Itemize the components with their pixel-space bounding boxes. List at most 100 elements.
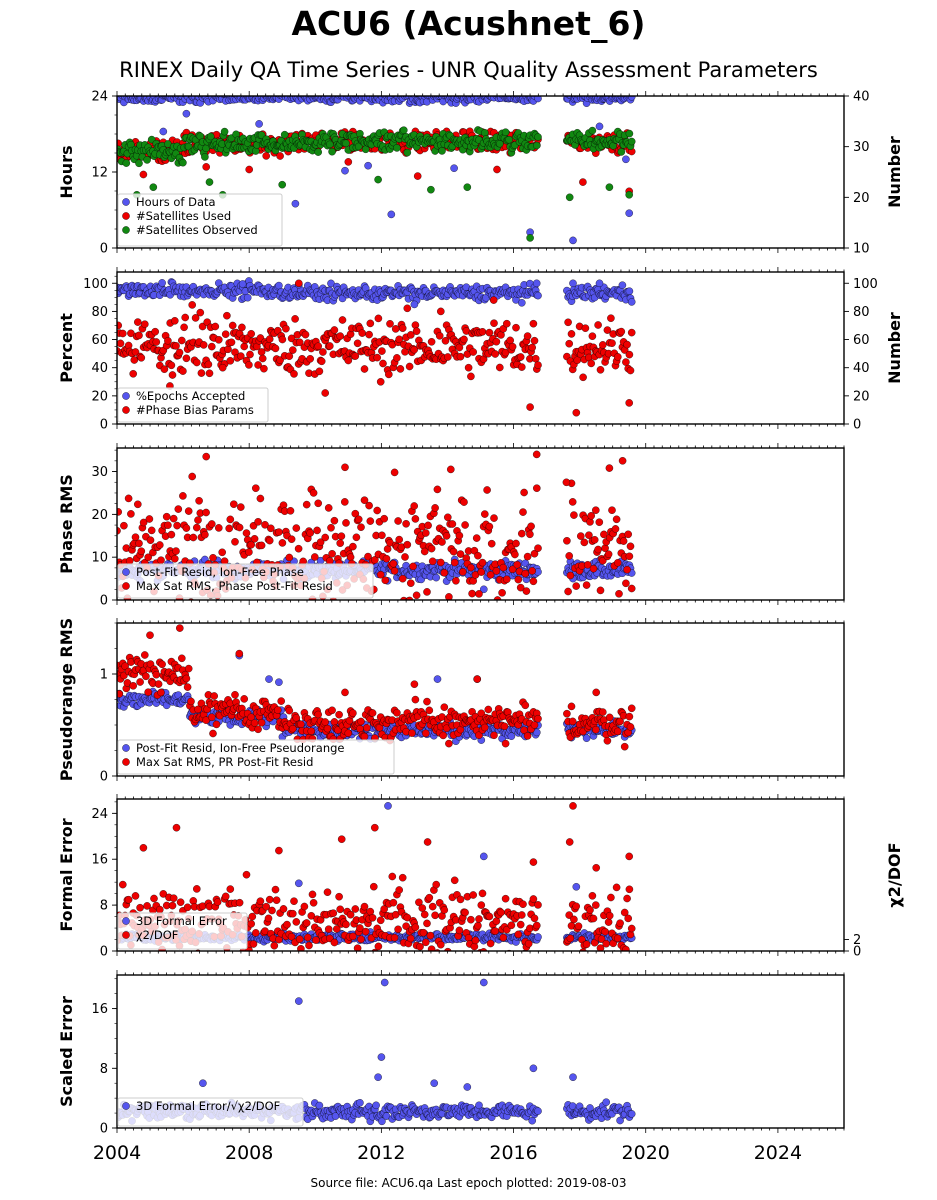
y-tick-label: 40 [91, 361, 108, 376]
data-point [618, 457, 627, 465]
data-point [265, 335, 274, 343]
data-point [380, 514, 388, 523]
data-point [265, 536, 274, 545]
data-point [374, 314, 383, 323]
data-point [208, 342, 216, 351]
data-point [411, 695, 420, 704]
data-point [358, 329, 366, 337]
data-point [519, 508, 527, 516]
data-point [588, 332, 597, 340]
data-point [491, 96, 495, 97]
data-point [529, 319, 538, 328]
data-point [407, 331, 415, 339]
data-point [315, 367, 324, 376]
data-point [258, 354, 267, 363]
data-point [366, 517, 375, 525]
data-point [209, 729, 217, 738]
data-point [614, 559, 622, 567]
legend-label: Max Sat RMS, Phase Post-Fit Resid [136, 579, 333, 593]
data-point [275, 678, 283, 686]
data-point [393, 144, 401, 152]
data-point [521, 569, 530, 578]
data-point [512, 539, 520, 548]
data-point [311, 553, 319, 561]
data-point [357, 717, 365, 726]
data-point [514, 575, 523, 584]
data-point [627, 704, 636, 713]
data-point [513, 560, 521, 569]
data-point [530, 336, 539, 345]
data-point [393, 354, 401, 362]
series-2-points [117, 279, 636, 417]
data-point [336, 539, 344, 547]
y2-tick-label: 0 [853, 418, 861, 433]
data-point [440, 569, 449, 577]
data-point [422, 529, 430, 537]
data-point [623, 565, 631, 574]
legend-label: Post-Fit Resid, Ion-Free Phase [136, 565, 304, 579]
data-point [231, 538, 239, 546]
data-point [579, 178, 587, 186]
data-point [182, 109, 191, 118]
data-point [160, 365, 169, 373]
data-point [438, 147, 446, 155]
data-point [193, 358, 201, 367]
legend-box [117, 387, 269, 423]
data-point [592, 725, 600, 734]
data-point [526, 530, 534, 539]
legend-label: #Satellites Used [136, 209, 231, 223]
data-point [528, 343, 536, 352]
y-tick-label: 0 [100, 418, 108, 433]
data-point [594, 545, 602, 554]
legend-marker [122, 226, 130, 234]
data-point [427, 544, 436, 553]
data-point [313, 526, 321, 535]
data-point [327, 279, 335, 288]
data-point [187, 697, 195, 706]
data-point [218, 548, 226, 557]
data-point [328, 550, 336, 558]
data-point [131, 533, 140, 541]
data-point [195, 497, 203, 505]
y2-tick-label: 60 [853, 333, 870, 348]
data-point [467, 372, 475, 381]
data-point [227, 338, 236, 347]
data-point [135, 539, 143, 548]
data-point [424, 521, 432, 530]
data-point [427, 338, 436, 346]
legend-marker [122, 744, 130, 752]
data-point [450, 164, 458, 172]
data-point [448, 520, 457, 528]
data-point [184, 664, 193, 673]
data-point [127, 329, 135, 338]
data-point [472, 534, 481, 542]
data-point [410, 300, 419, 309]
data-point [468, 589, 476, 598]
data-point [583, 561, 592, 569]
data-point [599, 708, 607, 716]
data-point [403, 304, 412, 313]
data-point [594, 321, 602, 329]
data-point [254, 361, 262, 369]
data-point [182, 354, 191, 363]
data-point [179, 492, 187, 500]
data-point [204, 360, 213, 369]
data-point [309, 489, 318, 497]
data-point [117, 690, 124, 698]
data-point [431, 504, 439, 512]
data-point [326, 140, 334, 149]
data-point [625, 399, 633, 407]
data-point [346, 89, 353, 96]
data-point [196, 308, 205, 317]
data-point [563, 709, 571, 718]
figure-subtitle: RINEX Daily QA Time Series - UNR Quality… [119, 58, 818, 82]
data-point [441, 337, 450, 345]
data-point [511, 550, 519, 559]
data-point [447, 465, 455, 474]
data-point [172, 547, 180, 555]
data-point [342, 139, 350, 148]
panel-4: 0 1 Pseudorange RMS Post-Fit Resid, Ion-Fre… [57, 618, 845, 785]
data-point [238, 280, 247, 288]
data-point [534, 133, 542, 141]
marker-layer [117, 624, 636, 751]
